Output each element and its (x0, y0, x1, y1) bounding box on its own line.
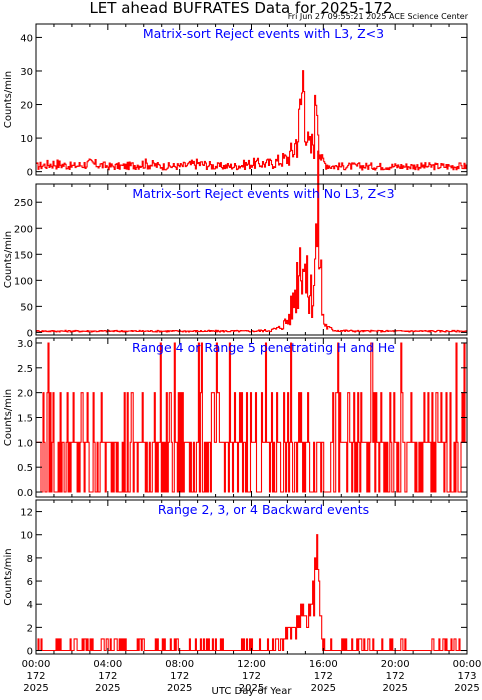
x-axis-title: UTC Day of Year (212, 686, 293, 697)
y-tick-label: 20 (20, 101, 33, 112)
x-tick-label: 172 (314, 671, 333, 682)
y-axis-title: Counts/min (3, 71, 14, 128)
y-tick-label: 10 (20, 531, 33, 542)
x-tick-label: 00:00 (453, 659, 482, 670)
y-tick-label: 8 (27, 554, 33, 565)
y-tick-label: 40 (20, 33, 33, 44)
panel-2: 0 50 100 150 200 250 Matrix-sort Reject events… (3, 150, 468, 339)
y-tick-label: 1.5 (17, 414, 33, 425)
y-axis-title: Counts/min (3, 389, 14, 446)
panel-title: Range 4 or Range 5 penetrating H and He (132, 340, 395, 355)
series-line (36, 534, 467, 652)
y-tick-label: 100 (14, 276, 33, 287)
y-tick-label: 2.5 (17, 364, 33, 375)
plot-frame (35, 23, 468, 176)
y-tick-label: 0.0 (17, 488, 33, 499)
x-tick-label: 2025 (95, 683, 120, 694)
x-tick-label: 2025 (311, 683, 336, 694)
plot-frame (35, 499, 468, 655)
panel-title: Matrix-sort Reject events with L3, Z<3 (143, 26, 384, 41)
x-tick-label: 172 (242, 671, 261, 682)
x-tick-label: 2025 (454, 683, 479, 694)
series-line (36, 342, 467, 493)
y-tick-label: 2 (27, 623, 33, 634)
x-tick-label: 2025 (23, 683, 48, 694)
y-tick-label: 1.0 (17, 438, 33, 449)
x-tick-label: 2025 (382, 683, 407, 694)
panel-3: 0.0 0.5 1.0 1.5 2.0 2.5 3.0 Range 4 or Range 5 … (3, 337, 468, 499)
timestamp: Fri Jun 27 09:55:21 2025 ACE Science Cen… (287, 12, 468, 21)
y-axis-title: Counts/min (3, 548, 14, 605)
y-tick-label: 0.5 (17, 463, 33, 474)
y-tick-label: 0 (27, 328, 33, 339)
x-tick-label: 172 (386, 671, 405, 682)
y-axis-title: Counts/min (3, 231, 14, 288)
y-tick-label: 200 (14, 224, 33, 235)
y-tick-label: 0 (27, 168, 33, 179)
panel-4: 0 2 4 6 8 10 12 Range 2, 3, or 4 Backward event… (3, 499, 468, 658)
y-tick-label: 2.0 (17, 389, 33, 400)
x-tick-label: 04:00 (93, 659, 122, 670)
page-title: LET ahead BUFRATES Data for 2025-172 (89, 0, 393, 17)
series-line (36, 70, 468, 171)
y-tick-label: 50 (20, 302, 33, 313)
panel-title: Matrix-sort Reject events with No L3, Z<… (132, 186, 394, 201)
x-tick-label: 16:00 (309, 659, 338, 670)
x-tick-label: 2025 (239, 683, 264, 694)
y-tick-label: 4 (27, 600, 33, 611)
y-tick-label: 3.0 (17, 339, 33, 350)
x-tick-label: 00:00 (22, 659, 51, 670)
x-tick-label: 08:00 (165, 659, 194, 670)
y-tick-label: 0 (27, 647, 33, 658)
panel-1: 0 10 20 30 40 Matrix-sort Reject events with … (3, 23, 468, 179)
series-line (36, 150, 468, 333)
x-tick-label: 173 (457, 671, 476, 682)
x-tick-label: 20:00 (381, 659, 410, 670)
x-tick-label: 12:00 (237, 659, 266, 670)
x-tick-label: 2025 (167, 683, 192, 694)
y-tick-label: 250 (14, 198, 33, 209)
x-tick-label: 172 (98, 671, 117, 682)
y-tick-label: 10 (20, 134, 33, 145)
y-tick-label: 30 (20, 67, 33, 78)
y-tick-label: 6 (27, 577, 33, 588)
panel-title: Range 2, 3, or 4 Backward events (158, 502, 369, 517)
x-tick-label: 172 (26, 671, 45, 682)
y-tick-label: 150 (14, 250, 33, 261)
plot-frame (35, 183, 468, 336)
y-tick-label: 12 (20, 508, 33, 519)
x-tick-label: 172 (170, 671, 189, 682)
